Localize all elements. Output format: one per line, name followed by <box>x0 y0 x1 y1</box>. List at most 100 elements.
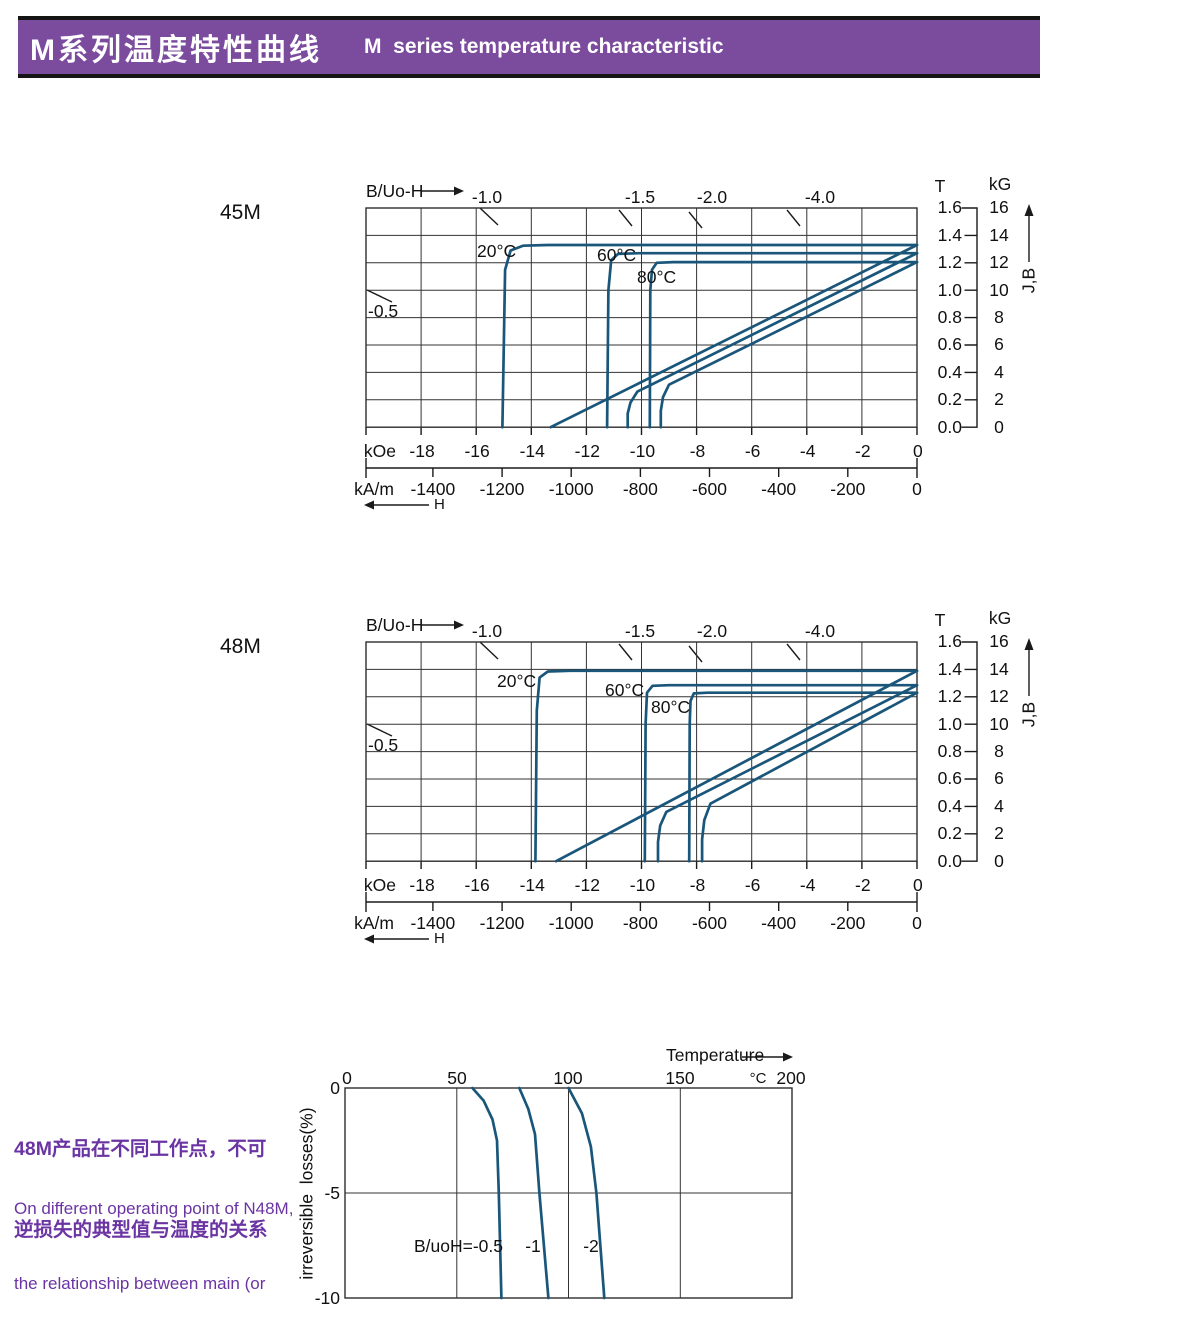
tick-label: 0.4 <box>937 795 962 816</box>
temp-curve-label: 20°C <box>477 241 517 261</box>
tick-label: -400 <box>761 479 797 499</box>
tick-label: -6 <box>744 875 761 895</box>
tick-label: 0 <box>994 850 1004 871</box>
tick-label: 1.2 <box>937 252 962 273</box>
side-note-zh: 48M产品在不同工作点，不可 逆损失的典型值与温度的关系 <box>14 1082 268 1298</box>
tick-label: 1.2 <box>937 686 962 707</box>
tick-label: 8 <box>994 306 1004 327</box>
tick-label: -1400 <box>410 479 456 499</box>
tick-label: 0.4 <box>937 361 962 382</box>
tick-label: 0 <box>913 441 923 461</box>
tick-label: 0.8 <box>937 306 962 327</box>
series-b-20-c <box>554 669 919 863</box>
model-label-48m: 48M <box>220 635 261 658</box>
series-j-20-c <box>501 243 919 429</box>
tick-label: -14 <box>519 441 545 461</box>
series-b-60-c <box>656 683 919 863</box>
model-label-45m: 45M <box>220 201 261 224</box>
temp-curve-label: 60°C <box>605 680 645 700</box>
tick-label: 4 <box>994 361 1004 382</box>
tick-label: -1000 <box>548 913 594 933</box>
b-axis-label: B/Uo-H <box>366 181 424 201</box>
curve-label: B/uoH=-0.5 <box>414 1236 504 1256</box>
tick-label: 6 <box>994 334 1004 355</box>
load-line-label: -0.5 <box>368 735 399 755</box>
load-line-label: -1.0 <box>471 187 503 207</box>
tick-label: 0.2 <box>937 823 962 844</box>
tesla-unit-label: T <box>934 176 946 196</box>
tick-label: 0 <box>913 875 923 895</box>
tick-label: -1200 <box>479 479 525 499</box>
koe-tick-labels: -18 -16 -14 -12 -10 -8 -6 -4 -2 0 <box>395 441 946 461</box>
h-axis-label: H <box>434 496 445 513</box>
side-note-zh-line: 逆损失的典型值与温度的关系 <box>14 1219 268 1241</box>
jb-axis-label: J,B <box>1018 701 1039 728</box>
tick-label: -1200 <box>479 913 525 933</box>
side-note-en-line: On different operating point of N48M, <box>14 1199 294 1218</box>
demag-plot-48m <box>365 641 919 863</box>
celsius-unit-label: °C <box>749 1070 767 1087</box>
tick-label: 0 <box>912 913 922 933</box>
tick-label: -6 <box>744 441 761 461</box>
tick-label: 4 <box>994 795 1004 816</box>
tick-label: 0 <box>912 479 922 499</box>
series-b-uoh=-0.5 <box>471 1086 503 1300</box>
title-banner: M系列温度特性曲线 M series temperature character… <box>18 16 1040 78</box>
temperature-arrow-icon <box>742 1052 793 1062</box>
side-note-zh-line: 48M产品在不同工作点，不可 <box>14 1138 267 1160</box>
b-axis-label: B/Uo-H <box>366 615 424 635</box>
tick-label: -200 <box>830 913 866 933</box>
tick-label: 0.0 <box>937 850 962 871</box>
tick-label: 14 <box>989 658 1009 679</box>
h-axis-label: H <box>434 930 445 947</box>
series-j-20-c <box>534 669 919 863</box>
load-line-label: -4.0 <box>804 187 836 207</box>
tick-label: 6 <box>994 768 1004 789</box>
tick-label: 0.6 <box>937 334 962 355</box>
y-tick-label: -10 <box>314 1288 340 1308</box>
tick-label: -16 <box>464 441 490 461</box>
temperature-axis-label: Temperature <box>666 1045 765 1065</box>
koe-tick-labels: -18 -16 -14 -12 -10 -8 -6 -4 -2 0 <box>395 875 946 895</box>
tick-label: -10 <box>629 441 656 461</box>
tick-label: 1.0 <box>937 279 962 300</box>
page-title-en: M series temperature characteristic <box>364 35 724 58</box>
tick-label: 0 <box>994 416 1004 437</box>
x-tick-label: 100 <box>553 1068 583 1088</box>
tick-label: -8 <box>689 875 706 895</box>
kam-unit-label: kA/m <box>354 913 394 933</box>
tick-label: -600 <box>691 479 728 499</box>
tick-label: 8 <box>994 740 1004 761</box>
tick-label: 16 <box>989 631 1009 652</box>
tick-label: 1.6 <box>937 197 962 218</box>
kg-unit-label: kG <box>988 608 1012 628</box>
tick-label: 1.4 <box>937 658 962 679</box>
loss-axis-label: irreversible losses(%) <box>296 1107 317 1280</box>
tick-label: 0.8 <box>937 740 962 761</box>
series-j-80-c <box>648 260 919 429</box>
tick-label: -1400 <box>410 913 456 933</box>
tick-label: -800 <box>622 913 658 933</box>
tick-label: -12 <box>574 441 600 461</box>
side-note-en-line: the relationship between main (or <box>14 1274 266 1293</box>
tick-label: 12 <box>989 252 1009 273</box>
kg-unit-label: kG <box>988 174 1012 194</box>
tick-label: 16 <box>989 197 1009 218</box>
tick-label: 1.6 <box>937 631 962 652</box>
curve-label: -2 <box>583 1236 599 1256</box>
kg-tick-labels: 16 14 12 10 8 6 4 2 0 <box>981 628 1017 875</box>
x-tick-label: 50 <box>447 1068 467 1088</box>
t-tick-labels: 1.6 1.4 1.2 1.0 0.8 0.6 0.4 0.2 0.0 <box>918 628 962 875</box>
tick-label: -2 <box>855 875 871 895</box>
irreversible-loss-plot <box>344 1086 793 1300</box>
kg-tick-labels: 16 14 12 10 8 6 4 2 0 <box>981 194 1017 441</box>
tick-label: -12 <box>574 875 600 895</box>
kam-unit-label: kA/m <box>354 479 394 499</box>
tick-label: -4 <box>799 875 816 895</box>
demag-plot-45m <box>365 207 919 429</box>
tick-label: -14 <box>519 875 545 895</box>
temp-curve-label: 80°C <box>651 697 691 717</box>
tick-label: 10 <box>989 713 1009 734</box>
